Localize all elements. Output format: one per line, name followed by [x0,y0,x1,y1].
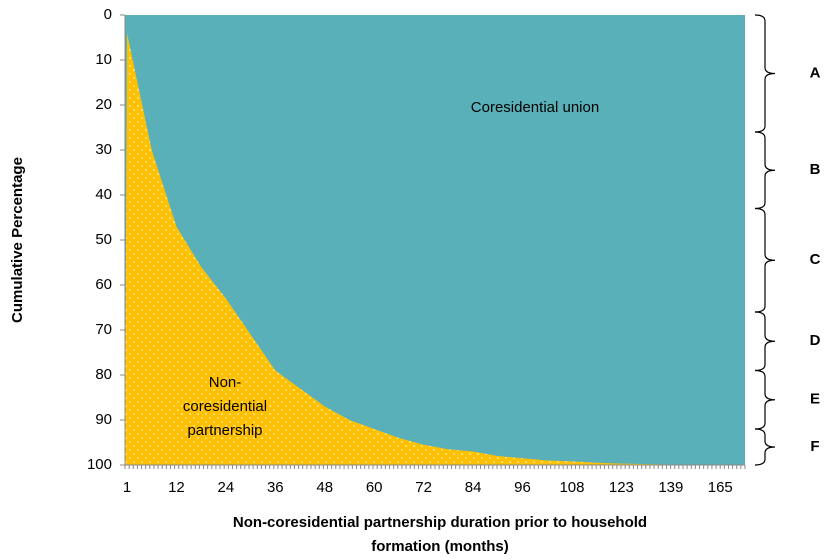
bracket-label: C [810,251,821,268]
bracket-label: E [810,391,820,408]
x-tick-label: 96 [514,479,531,496]
x-tick-label: 24 [218,479,235,496]
bracket-label: A [810,64,821,81]
annotation: Non- [209,374,242,391]
bracket [754,207,776,313]
bracket-label: D [810,332,821,349]
bracket [754,311,776,372]
bracket [754,369,776,430]
x-tick-label: 139 [658,479,683,496]
x-tick-label: 60 [366,479,383,496]
x-tick-label: 165 [708,479,733,496]
y-tick-label: 40 [95,186,112,203]
y-tick-label: 80 [95,366,112,383]
x-tick-label: 1 [123,479,131,496]
bracket [754,131,776,210]
y-axis-title: Cumulative Percentage [9,157,26,323]
x-tick-label: 36 [267,479,284,496]
y-tick-label: 90 [95,411,112,428]
bracket-label: F [810,438,819,455]
bracket [754,428,776,466]
annotation: Coresidential union [471,99,599,116]
x-tick-label: 72 [415,479,432,496]
x-tick-label: 123 [609,479,634,496]
x-tick-label: 12 [168,479,185,496]
annotation: partnership [187,422,262,439]
area [125,33,745,465]
bracket [754,14,776,133]
x-tick-label: 108 [559,479,584,496]
y-tick-label: 100 [87,456,112,473]
y-tick-label: 30 [95,141,112,158]
x-tick-label: 84 [465,479,482,496]
x-tick-label: 48 [316,479,333,496]
x-axis-title: formation (months) [371,538,508,555]
x-axis-title: Non-coresidential partnership duration p… [233,514,647,531]
y-tick-label: 20 [95,96,112,113]
bracket-label: B [810,161,821,178]
y-tick-label: 70 [95,321,112,338]
y-tick-label: 50 [95,231,112,248]
y-tick-label: 0 [104,6,112,23]
annotation: coresidential [183,398,267,415]
y-tick-label: 10 [95,51,112,68]
y-tick-label: 60 [95,276,112,293]
